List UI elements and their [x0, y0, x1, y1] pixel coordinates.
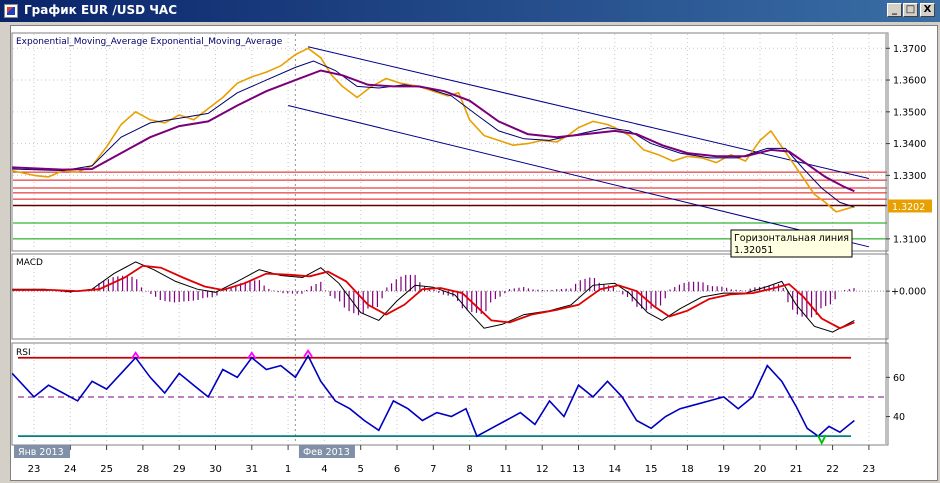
x-date-label: 18: [681, 464, 694, 475]
rsi-legend: RSI: [16, 348, 31, 358]
rsi-line: [11, 354, 855, 438]
x-date-label: 23: [28, 464, 41, 475]
month-label: Янв 2013: [18, 447, 64, 458]
x-date-label: 25: [100, 464, 113, 475]
rsi-overbought-mark: [247, 351, 257, 360]
price-y-tick-label: 1.3400: [893, 139, 926, 150]
x-date-label: 28: [137, 464, 150, 475]
macd-line: [12, 261, 855, 333]
close-button[interactable]: X: [920, 3, 935, 17]
x-date-label: 7: [430, 464, 436, 475]
x-date-label: 21: [790, 464, 803, 475]
channel-lower-line[interactable]: [287, 104, 870, 248]
current-price-box: [888, 199, 932, 213]
x-date-label: 24: [64, 464, 77, 475]
x-date-label: 23: [863, 464, 876, 475]
window-title: График EUR /USD ЧАС: [24, 3, 178, 17]
x-date-label: 29: [173, 464, 186, 475]
price-legend: Exponential_Moving_Average Exponential_M…: [16, 37, 283, 47]
x-date-label: 22: [826, 464, 839, 475]
month-label: Фев 2013: [303, 447, 350, 458]
price-y-tick-label: 1.3600: [893, 76, 926, 87]
ema-fast-line: [12, 60, 855, 208]
current-price-label: 1.3202: [892, 202, 925, 213]
x-date-label: 30: [209, 464, 222, 475]
rsi-oversold-mark: [816, 434, 827, 446]
price-y-tick-label: 1.3700: [893, 44, 926, 55]
price-y-tick-label: 1.3100: [893, 234, 926, 245]
price-y-tick-label: 1.3300: [893, 171, 926, 182]
x-date-label: 8: [466, 464, 472, 475]
window-titlebar[interactable]: График EUR /USD ЧАС _ □ X: [0, 0, 940, 22]
macd-legend: MACD: [16, 258, 43, 268]
x-date-label: 15: [645, 464, 658, 475]
rsi-overbought-mark: [303, 349, 313, 358]
minimize-button[interactable]: _: [887, 3, 902, 17]
tooltip-box: [730, 229, 853, 258]
month-label-box: [298, 445, 355, 458]
maximize-button[interactable]: □: [903, 3, 918, 17]
rsi-overbought-mark: [130, 351, 141, 360]
x-date-label: 1: [285, 464, 291, 475]
rsi-panel[interactable]: [11, 342, 889, 446]
x-date-label: 4: [321, 464, 327, 475]
price-y-tick-label: 1.3500: [893, 107, 926, 118]
channel-upper-line[interactable]: [307, 46, 870, 180]
x-date-label: 19: [717, 464, 730, 475]
x-date-label: 5: [358, 464, 364, 475]
macd-signal-line: [12, 264, 855, 330]
x-date-label: 14: [608, 464, 621, 475]
ema-slow-line: [12, 69, 855, 193]
tooltip-label: Горизонтальная линия: [734, 233, 849, 244]
chart-window-icon: [4, 4, 18, 18]
macd-y-tick-label: +0.000: [891, 287, 926, 298]
x-date-label: 20: [754, 464, 767, 475]
rsi-y-tick-label: 40: [893, 412, 905, 423]
rsi-y-tick-label: 60: [893, 373, 905, 384]
x-date-label: 11: [500, 464, 513, 475]
x-date-label: 12: [536, 464, 549, 475]
x-date-label: 31: [245, 464, 258, 475]
x-date-label: 6: [394, 464, 400, 475]
price-panel[interactable]: [11, 32, 889, 252]
tooltip-value: 1.32051: [734, 245, 773, 256]
month-label-box: [14, 445, 70, 458]
x-date-label: 13: [572, 464, 585, 475]
